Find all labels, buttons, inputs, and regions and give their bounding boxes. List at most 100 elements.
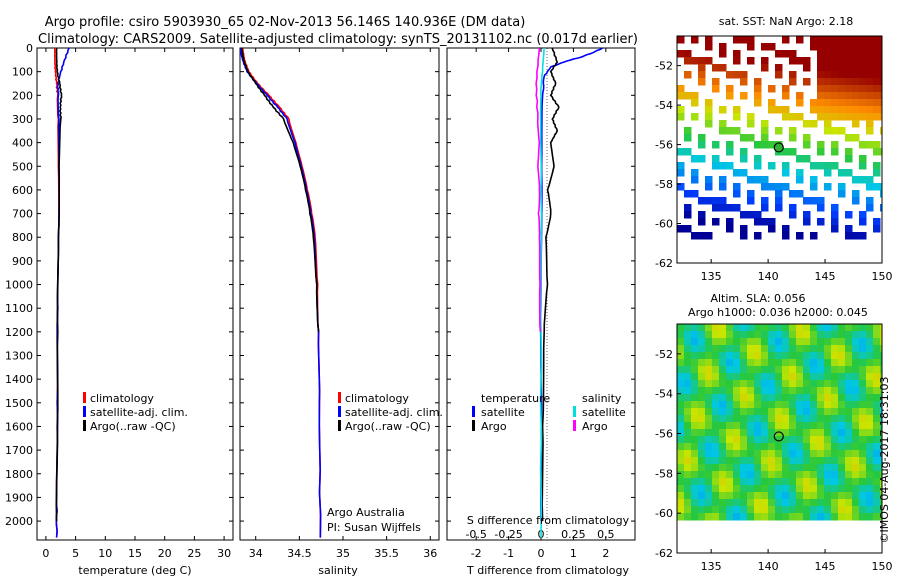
sst-cell	[796, 155, 804, 163]
sst-cell	[838, 50, 846, 58]
sla-cell	[796, 408, 804, 416]
legend-swatch-argo	[338, 420, 341, 431]
sla-cell	[705, 450, 713, 458]
sla-cell	[866, 331, 874, 339]
sla-cell	[677, 513, 685, 521]
sla-cell	[768, 366, 776, 374]
sst-cell	[873, 71, 881, 79]
sla-cell	[782, 387, 790, 395]
map-y-tick-label: -62	[655, 547, 673, 560]
sst-cell	[761, 120, 769, 128]
sla-cell	[803, 471, 811, 479]
sla-cell	[768, 324, 776, 332]
sst-cell	[684, 225, 692, 233]
sst-cell	[796, 99, 804, 107]
sst-cell	[817, 78, 825, 86]
sla-cell	[677, 373, 685, 381]
sla-cell	[691, 513, 699, 521]
sst-cell	[754, 92, 762, 100]
sla-cell	[691, 408, 699, 416]
sla-cell	[775, 415, 783, 423]
sla-cell	[677, 387, 685, 395]
sst-cell	[831, 148, 839, 156]
sla-cell	[712, 443, 720, 451]
map-y-tick-label: -52	[655, 60, 673, 73]
sst-cell	[873, 99, 881, 107]
sst-cell	[845, 57, 853, 65]
depth-axis-ticks: 0 100 200 300 400 500 600 700 800 900 1000 1100 1200…	[5, 42, 233, 528]
sla-map-title-line2: Argo h1000: 0.036 h2000: 0.045	[688, 306, 868, 319]
sst-cell	[810, 43, 818, 51]
depth-tick-label: 600	[12, 184, 33, 197]
sst-map-frame	[676, 35, 883, 264]
sla-cell	[852, 506, 860, 514]
sla-cell	[698, 422, 706, 430]
sla-cell	[817, 408, 825, 416]
sla-cell	[824, 457, 832, 465]
sla-cell	[782, 443, 790, 451]
sla-cell	[789, 373, 797, 381]
sla-cell	[789, 394, 797, 402]
sla-cell	[796, 338, 804, 346]
sst-cell	[810, 99, 818, 107]
sla-cell	[852, 373, 860, 381]
sst-cell	[740, 169, 748, 177]
sst-cell	[852, 71, 860, 79]
sla-cell	[831, 492, 839, 500]
sla-cell	[810, 506, 818, 514]
sla-cell	[824, 373, 832, 381]
sla-cell	[845, 457, 853, 465]
sla-cell	[859, 506, 867, 514]
legend-label-satellite: satellite-adj. clim.	[345, 406, 443, 419]
sla-cell	[726, 408, 734, 416]
sla-cell	[782, 471, 790, 479]
sst-cell	[838, 43, 846, 51]
sla-cell	[873, 324, 881, 332]
legend-temperature-heading: temperature	[481, 392, 550, 405]
sla-cell	[789, 436, 797, 444]
legend-swatch-s-satellite	[573, 406, 576, 417]
sla-cell	[810, 359, 818, 367]
sla-cell	[705, 471, 713, 479]
sla-cell	[740, 478, 748, 486]
sla-cell	[880, 450, 882, 458]
sst-cell	[733, 71, 741, 79]
sst-cell	[817, 57, 825, 65]
sla-cell	[782, 408, 790, 416]
sla-cell	[817, 366, 825, 374]
sst-cell	[796, 232, 804, 240]
sst-cell	[712, 141, 720, 149]
sst-cell	[873, 85, 881, 93]
sla-cell	[691, 324, 699, 332]
sst-cell	[852, 190, 860, 198]
sla-cell	[873, 429, 881, 437]
sst-cell	[698, 141, 706, 149]
sla-cell	[880, 380, 882, 388]
sla-cell	[838, 485, 846, 493]
sla-cell	[859, 380, 867, 388]
sla-cell	[789, 408, 797, 416]
sst-cell	[838, 71, 846, 79]
sst-cell	[796, 92, 804, 100]
map-y-tick-label: -60	[655, 507, 673, 520]
sst-cell	[740, 134, 748, 142]
sst-cell	[740, 225, 748, 233]
sla-cell	[733, 401, 741, 409]
sla-cell	[873, 499, 881, 507]
credit-line2: PI: Susan Wijffels	[327, 521, 421, 534]
sla-cell	[726, 513, 734, 521]
sla-cell	[698, 366, 706, 374]
sla-cell	[733, 352, 741, 360]
sla-cell	[817, 471, 825, 479]
sla-cell	[691, 415, 699, 423]
sla-cell	[810, 513, 818, 521]
sla-cell	[719, 366, 727, 374]
sla-cell	[719, 373, 727, 381]
sst-cell	[719, 162, 727, 170]
sst-cell	[754, 232, 762, 240]
sla-cell	[845, 506, 853, 514]
sla-cell	[880, 394, 882, 402]
sla-cell	[768, 373, 776, 381]
sla-cell	[810, 387, 818, 395]
sst-cell	[684, 57, 692, 65]
